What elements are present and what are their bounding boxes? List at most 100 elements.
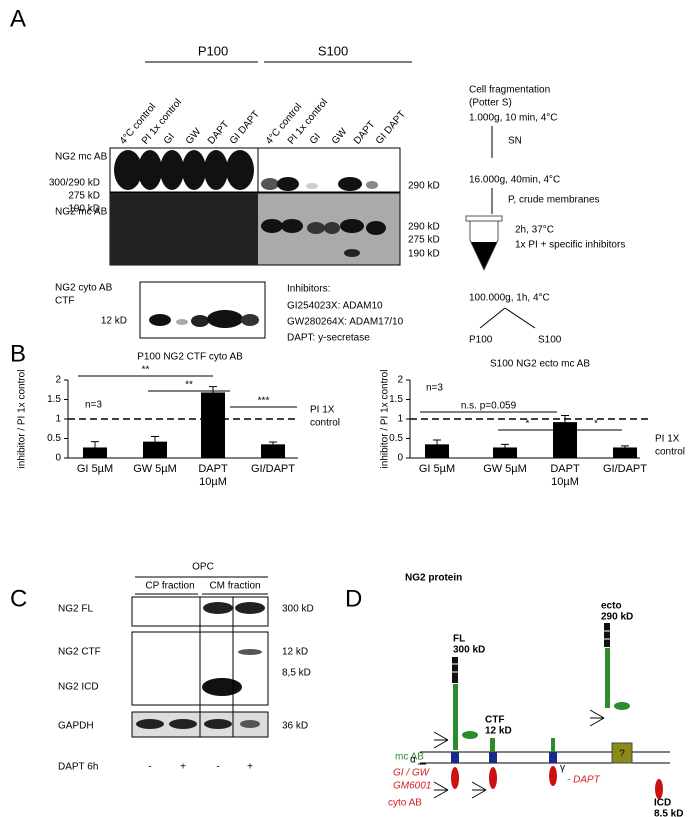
- bar: [553, 422, 577, 458]
- workflow-text: SN: [508, 136, 522, 147]
- chart-title: P100 NG2 CTF cyto AB: [137, 352, 243, 363]
- significance-label: **: [142, 365, 150, 376]
- x-tick-label: GW 5µM: [483, 463, 527, 475]
- error-bar: [433, 439, 441, 445]
- bar: [425, 444, 449, 458]
- significance-label: *: [526, 419, 530, 430]
- bar: [143, 441, 167, 458]
- panel-label: A: [10, 5, 26, 32]
- diagram-label: mc AB: [395, 752, 424, 763]
- sign: -: [148, 762, 151, 773]
- inhibitor-text: GW280264X: ADAM17/10: [287, 317, 404, 328]
- sign: -: [216, 762, 219, 773]
- bar: [201, 392, 225, 458]
- x-tick-label: GI 5µM: [418, 463, 456, 475]
- blot-label: NG2 cyto AB: [55, 283, 113, 294]
- bar: [261, 444, 285, 458]
- protein-diagram: [418, 623, 670, 799]
- significance-label: ***: [258, 396, 270, 407]
- y-tick-label: 1.5: [47, 394, 61, 405]
- diagram-label: 12 kD: [485, 726, 512, 737]
- reference-label: PI 1X: [655, 434, 680, 445]
- lane-label: GI DAPT: [228, 109, 262, 147]
- workflow-text: Cell fragmentation: [469, 85, 550, 96]
- lane-label: GW: [330, 126, 350, 147]
- size-label: 8,5 kD: [282, 668, 311, 679]
- inhibitor-text: GI254023X: ADAM10: [287, 301, 383, 312]
- group-label: P100: [198, 43, 228, 58]
- diagram-label: GI / GW: [393, 768, 431, 779]
- significance-label: **: [185, 380, 193, 391]
- significance-label: n.s. p=0.059: [461, 401, 517, 412]
- workflow-text: 2h, 37°C: [515, 225, 554, 236]
- x-tick-label: GW 5µM: [133, 463, 177, 475]
- row-label: GAPDH: [58, 721, 94, 732]
- x-tick-label: DAPT 10µM: [550, 463, 580, 488]
- diagram-label: 300 kD: [453, 645, 485, 656]
- y-tick-label: 2: [55, 375, 61, 386]
- workflow-text: P, crude membranes: [508, 195, 600, 206]
- workflow-text: 100.000g, 1h, 4°C: [469, 293, 550, 304]
- workflow-text: S100: [538, 335, 562, 346]
- blot: [109, 147, 401, 339]
- x-tick-label: GI/DAPT: [250, 463, 295, 475]
- y-axis-label: inhibitor / PI 1x control: [380, 370, 391, 469]
- x-tick-label: DAPT 10µM: [198, 463, 228, 488]
- error-bar: [269, 441, 277, 445]
- error-bar: [621, 445, 629, 448]
- marker-label: 275 kD: [408, 235, 440, 246]
- note: n=3: [426, 383, 443, 394]
- diagram-label: FL: [453, 634, 465, 645]
- marker-label: 300/290 kD: [49, 178, 100, 189]
- diagram-label: γ: [560, 763, 565, 774]
- diagram-label: ICD: [654, 798, 671, 809]
- diagram-label: ?: [619, 749, 625, 760]
- diagram-label: GM6001: [393, 781, 431, 792]
- y-tick-label: 0.5: [47, 433, 61, 444]
- row-label: NG2 FL: [58, 604, 93, 615]
- size-label: 36 kD: [282, 721, 308, 732]
- fraction-label: CM fraction: [209, 581, 260, 592]
- inhibitor-text: DAPT: y-secretase: [287, 333, 370, 344]
- lane-label: GI DAPT: [374, 109, 408, 147]
- fraction-label: CP fraction: [145, 581, 194, 592]
- blot-label: NG2 mc AB: [55, 207, 108, 218]
- y-tick-label: 0: [397, 453, 403, 464]
- bar: [613, 447, 637, 458]
- error-bar: [91, 441, 99, 448]
- lane-label: DAPT: [352, 119, 378, 147]
- row-label: NG2 ICD: [58, 682, 99, 693]
- diagram-label: ecto: [601, 601, 622, 612]
- blot-label: NG2 mc AB: [55, 152, 108, 163]
- reference-label: control: [655, 447, 685, 458]
- panel-label: B: [10, 340, 26, 367]
- workflow-text: 16.000g, 40min, 4°C: [469, 175, 560, 186]
- x-tick-label: GI/DAPT: [602, 463, 647, 475]
- group-label: S100: [318, 43, 348, 58]
- sign: +: [247, 762, 253, 773]
- chart-title: S100 NG2 ecto mc AB: [490, 359, 590, 370]
- y-tick-label: 2: [397, 375, 403, 386]
- diagram-label: 290 kD: [601, 612, 633, 623]
- diagram-label: 8.5 kD: [654, 809, 683, 817]
- y-tick-label: 0: [55, 453, 61, 464]
- blot-label: CTF: [55, 296, 74, 307]
- row-label: DAPT 6h: [58, 762, 98, 773]
- tube-icon: [465, 215, 503, 272]
- error-bar: [501, 443, 509, 448]
- panel-label: D: [345, 585, 362, 612]
- y-tick-label: 1: [55, 414, 61, 425]
- marker-label: 290 kD: [408, 222, 440, 233]
- marker-label: 190 kD: [408, 249, 440, 260]
- size-label: 12 kD: [282, 647, 308, 658]
- reference-label: control: [310, 418, 340, 429]
- significance-label: *: [594, 419, 598, 430]
- error-bar: [151, 436, 159, 442]
- size-label: 300 kD: [282, 604, 314, 615]
- error-bar: [209, 386, 217, 393]
- y-tick-label: 1: [397, 414, 403, 425]
- sign: +: [180, 762, 186, 773]
- note: n=3: [85, 400, 102, 411]
